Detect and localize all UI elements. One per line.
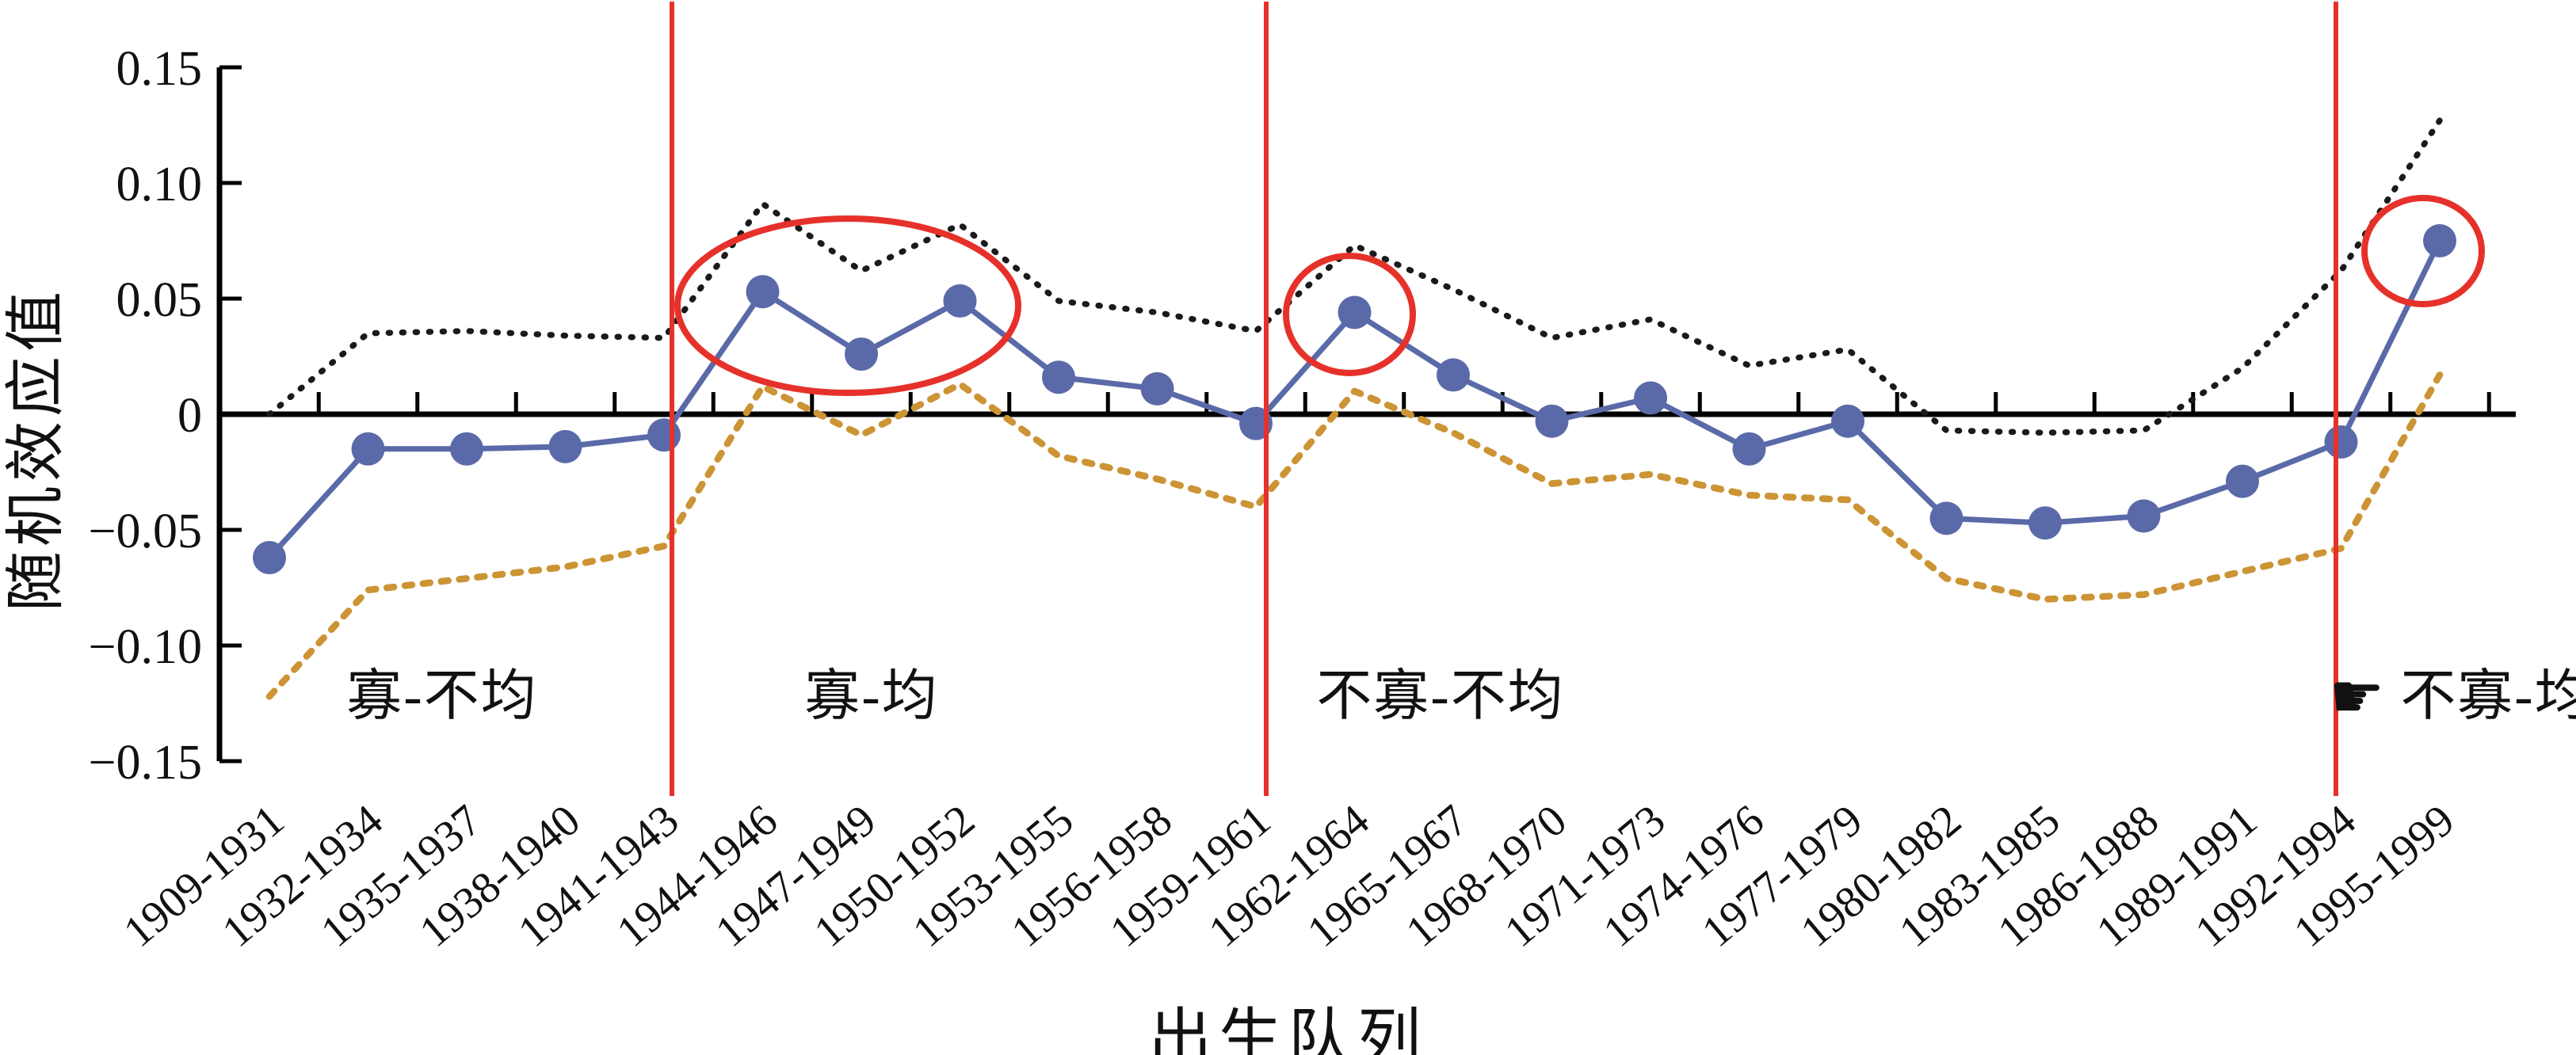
data-point-1953-1955	[1042, 360, 1075, 394]
y-tick-label: 0.05	[116, 273, 203, 327]
data-point-1983-1985	[2028, 506, 2062, 540]
data-point-1956-1958	[1140, 371, 1174, 406]
data-point-1989-1991	[2226, 464, 2259, 498]
region-label-widow-unequal: 寡-不均	[346, 666, 538, 727]
data-point-1941-1943	[647, 418, 681, 452]
y-tick-label: 0	[177, 389, 202, 443]
data-point-1938-1940	[548, 429, 582, 463]
pointing-hand-icon: ☛	[2329, 661, 2387, 733]
data-point-1962-1964	[1338, 295, 1372, 329]
y-tick-label: −0.15	[89, 736, 202, 790]
data-point-1950-1952	[943, 284, 977, 318]
data-point-1909-1931	[253, 541, 286, 575]
data-point-1935-1937	[450, 432, 483, 466]
data-point-1944-1946	[746, 275, 780, 309]
data-point-1980-1982	[1929, 501, 1963, 535]
data-point-1947-1949	[845, 337, 878, 371]
y-tick-label: −0.10	[89, 620, 202, 674]
y-axis-title: 随机效应值	[3, 287, 70, 611]
data-point-1995-1999	[2423, 224, 2456, 257]
y-tick-label: −0.05	[89, 505, 202, 558]
data-point-1977-1979	[1831, 404, 1864, 438]
upper-confidence-line	[266, 117, 2443, 436]
data-point-1992-1994	[2324, 425, 2358, 459]
lower-confidence-line	[265, 371, 2444, 700]
x-axis-title: 出生队列	[1148, 1004, 1428, 1055]
data-point-1971-1973	[1634, 381, 1667, 415]
data-point-1965-1967	[1437, 358, 1470, 392]
region-label-nonwidow-unequal: 不寡-不均	[1316, 666, 1565, 727]
estimate-line	[267, 239, 2443, 560]
data-point-1968-1970	[1535, 404, 1569, 438]
data-point-1974-1976	[1732, 432, 1766, 466]
highlight-ellipse	[2361, 195, 2485, 307]
data-point-1932-1934	[351, 432, 385, 466]
y-tick-label: 0.15	[116, 42, 203, 96]
region-label-nonwidow-equal: ☛ 不寡-均	[2329, 661, 2576, 733]
highlight-ellipse	[674, 215, 1021, 396]
data-point-1986-1988	[2127, 499, 2161, 533]
region-label-widow-equal: 寡-均	[804, 666, 939, 727]
y-tick-label: 0.10	[116, 158, 203, 211]
highlight-ellipse	[1283, 253, 1416, 376]
